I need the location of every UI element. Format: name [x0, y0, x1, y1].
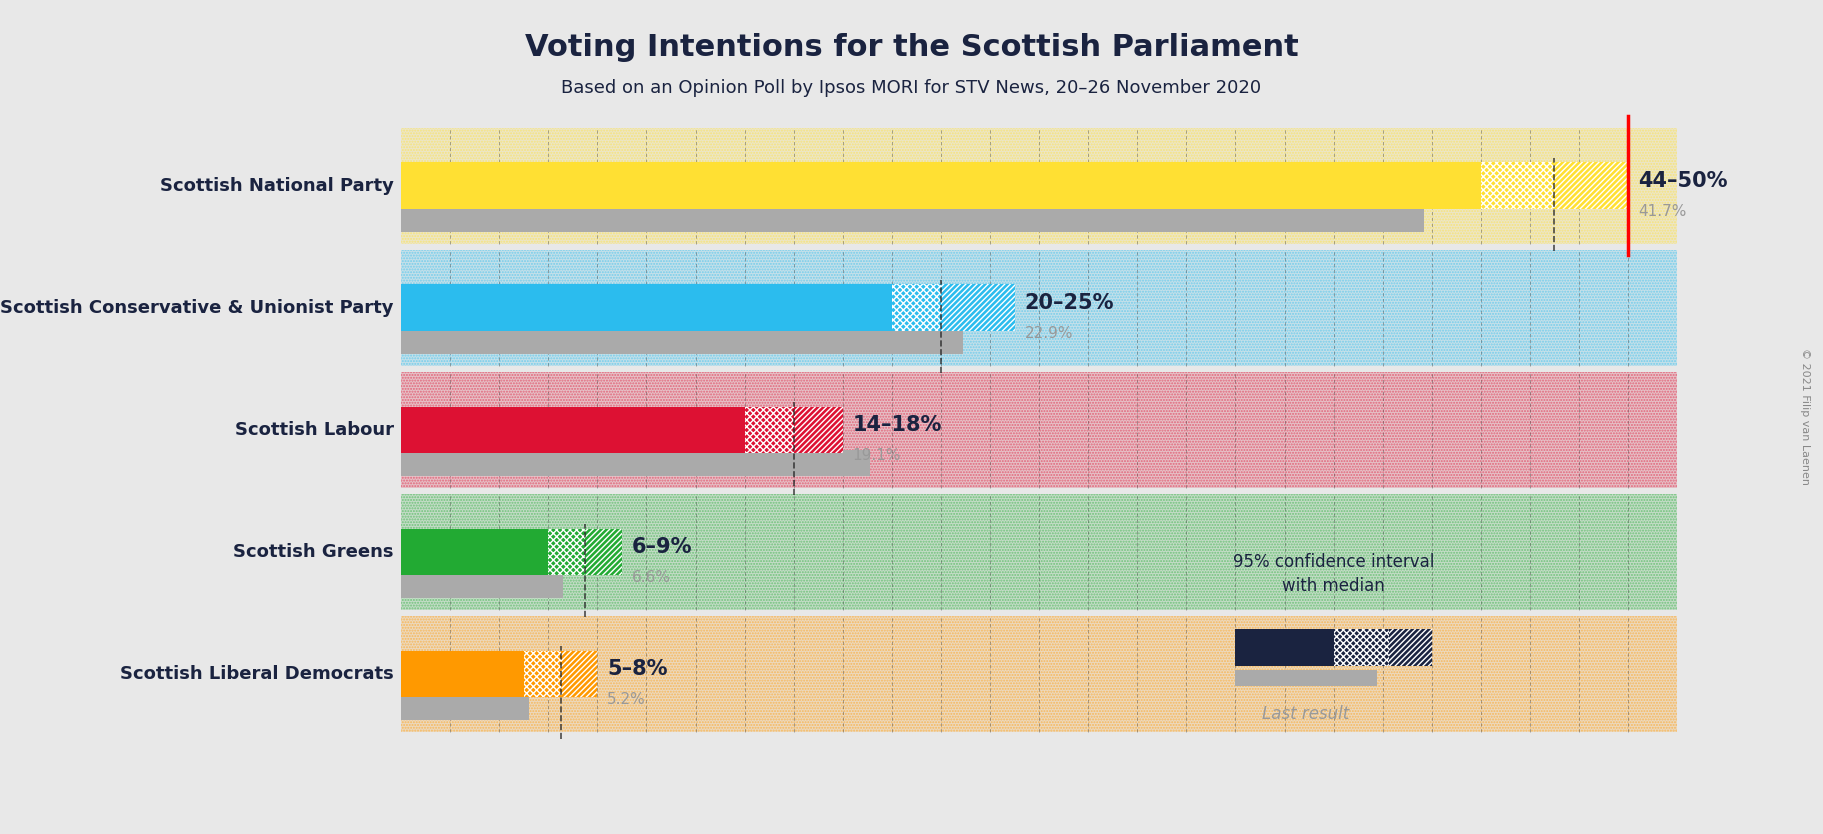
Bar: [793, 407, 842, 453]
Bar: [401, 249, 1677, 365]
Bar: [891, 284, 1015, 331]
Text: Scottish Liberal Democrats: Scottish Liberal Democrats: [120, 665, 394, 683]
Text: 44–50%: 44–50%: [1637, 171, 1728, 191]
Bar: [401, 329, 963, 354]
Text: Scottish Labour: Scottish Labour: [235, 421, 394, 439]
Text: 19.1%: 19.1%: [853, 448, 901, 463]
Text: Voting Intentions for the Scottish Parliament: Voting Intentions for the Scottish Parli…: [525, 33, 1298, 63]
Bar: [1480, 163, 1555, 208]
Text: 5–8%: 5–8%: [607, 659, 667, 679]
Bar: [401, 529, 549, 575]
Text: Scottish Greens: Scottish Greens: [233, 543, 394, 561]
Bar: [744, 407, 793, 453]
Text: © 2021 Filip van Laenen: © 2021 Filip van Laenen: [1801, 349, 1810, 485]
Bar: [1555, 163, 1628, 208]
Bar: [1480, 163, 1628, 208]
Bar: [401, 284, 891, 331]
Bar: [401, 651, 523, 697]
Text: 6–9%: 6–9%: [633, 537, 693, 557]
Bar: [401, 616, 1677, 732]
Bar: [1389, 629, 1431, 666]
Text: Based on an Opinion Poll by Ipsos MORI for STV News, 20–26 November 2020: Based on an Opinion Poll by Ipsos MORI f…: [561, 79, 1262, 98]
Text: 20–25%: 20–25%: [1025, 293, 1114, 313]
Bar: [401, 407, 744, 453]
Bar: [401, 163, 1480, 208]
Bar: [1334, 629, 1389, 666]
Bar: [401, 249, 1677, 365]
Bar: [401, 616, 1677, 732]
Bar: [891, 284, 941, 331]
Bar: [744, 407, 842, 453]
Bar: [401, 128, 1677, 244]
Text: Last result: Last result: [1263, 705, 1349, 722]
Text: 5.2%: 5.2%: [607, 692, 645, 707]
Bar: [401, 128, 1677, 244]
Bar: [523, 651, 598, 697]
Bar: [523, 651, 561, 697]
Bar: [1236, 629, 1334, 666]
Text: Scottish National Party: Scottish National Party: [160, 177, 394, 194]
Bar: [549, 529, 585, 575]
Bar: [401, 450, 870, 476]
Text: Scottish Conservative & Unionist Party: Scottish Conservative & Unionist Party: [0, 299, 394, 317]
Bar: [549, 529, 622, 575]
Bar: [401, 695, 529, 721]
Text: 6.6%: 6.6%: [633, 570, 671, 585]
Bar: [401, 494, 1677, 610]
Bar: [561, 651, 598, 697]
Text: 14–18%: 14–18%: [853, 415, 942, 435]
Bar: [401, 372, 1677, 488]
Bar: [401, 573, 563, 598]
Bar: [585, 529, 622, 575]
Text: 41.7%: 41.7%: [1637, 203, 1686, 219]
Bar: [401, 206, 1424, 232]
Bar: [401, 372, 1677, 488]
Bar: [401, 494, 1677, 610]
Text: 22.9%: 22.9%: [1025, 326, 1074, 341]
Bar: [1236, 670, 1376, 686]
Bar: [941, 284, 1015, 331]
Text: 95% confidence interval
with median: 95% confidence interval with median: [1232, 553, 1435, 595]
